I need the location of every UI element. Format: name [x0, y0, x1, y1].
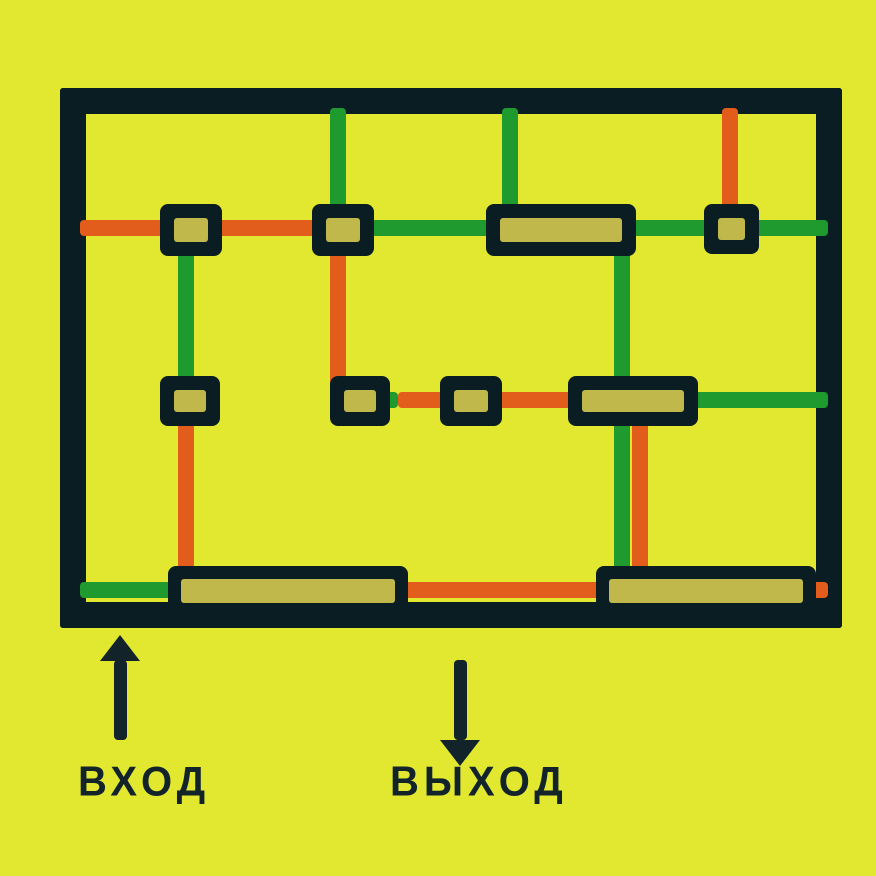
node-inner-n-r1-c7: [718, 218, 745, 240]
node-n-r3-right: [596, 566, 816, 616]
node-inner-n-r3-right: [609, 579, 803, 603]
node-inner-n-r2-wide: [582, 390, 684, 412]
node-inner-n-r3-left: [181, 579, 395, 603]
in-arrow-line: [114, 660, 127, 740]
node-inner-n-r2-c4: [454, 390, 488, 412]
label-in: ВХОД: [78, 759, 210, 806]
in-arrow-head: [100, 635, 140, 661]
frame-right: [816, 88, 842, 628]
node-inner-n-r2-c3: [344, 390, 376, 412]
node-n-r2-wide: [568, 376, 698, 426]
node-n-r2-c4: [440, 376, 502, 426]
node-inner-n-r1-c2: [326, 218, 360, 242]
node-n-r2-c3: [330, 376, 390, 426]
node-n-r1-c1: [160, 204, 222, 256]
node-inner-n-r1-wide: [500, 218, 622, 242]
diagram-canvas: ВХОД ВЫХОД: [0, 0, 876, 876]
node-n-r1-c2: [312, 204, 374, 256]
node-n-r1-c7: [704, 204, 759, 254]
frame-left: [60, 88, 86, 628]
node-inner-n-r1-c1: [174, 218, 208, 242]
node-n-r3-left: [168, 566, 408, 616]
out-arrow-line: [454, 660, 467, 740]
background: [0, 0, 876, 876]
node-inner-n-r2-c1: [174, 390, 206, 412]
label-out: ВЫХОД: [390, 759, 568, 806]
node-n-r2-c1: [160, 376, 220, 426]
node-n-r1-wide: [486, 204, 636, 256]
